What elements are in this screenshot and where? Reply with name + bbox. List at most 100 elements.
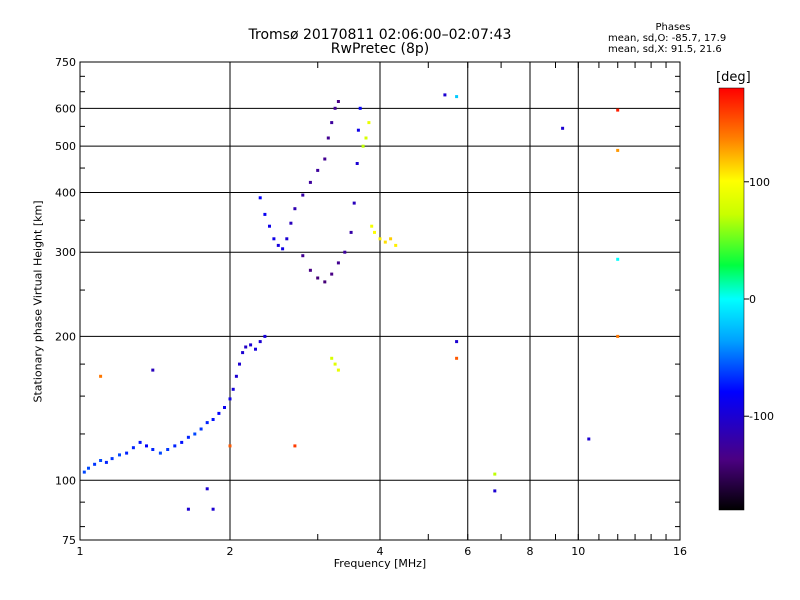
data-point <box>336 100 340 103</box>
data-point <box>455 356 459 360</box>
data-point <box>330 272 334 276</box>
y-tick-label: 400 <box>55 186 76 199</box>
data-point <box>180 440 184 444</box>
data-point <box>138 440 142 444</box>
data-point <box>254 347 257 351</box>
data-point <box>217 411 221 415</box>
data-point <box>205 487 209 491</box>
y-tick-label: 600 <box>55 102 76 115</box>
data-point <box>455 95 459 99</box>
colorbar-tick-label: 0 <box>749 293 756 306</box>
data-point <box>301 193 305 197</box>
x-tick-label: 2 <box>227 545 234 558</box>
data-point <box>561 126 565 130</box>
data-point <box>131 446 135 450</box>
data-point <box>173 444 177 448</box>
data-point <box>110 457 114 461</box>
x-tick-label: 10 <box>571 545 585 558</box>
data-point <box>370 224 374 228</box>
data-point <box>145 444 148 448</box>
data-point <box>330 121 334 125</box>
data-points <box>82 93 620 511</box>
data-point <box>258 196 262 200</box>
x-axis-label: Frequency [MHz] <box>333 557 427 570</box>
data-point <box>281 247 285 251</box>
data-point <box>99 459 103 462</box>
data-point <box>186 435 190 439</box>
data-point <box>323 157 327 161</box>
data-point <box>493 472 497 476</box>
phase-stats-x: mean, sd,X: 91.5, 21.6 <box>608 44 722 55</box>
data-point <box>249 343 253 347</box>
data-point <box>493 489 497 493</box>
data-point <box>301 254 305 258</box>
data-point <box>158 451 162 455</box>
data-point <box>616 108 620 112</box>
data-point <box>333 362 337 366</box>
data-point <box>228 444 232 448</box>
data-point <box>293 444 297 448</box>
data-point <box>285 237 289 241</box>
data-point <box>231 387 235 391</box>
ticks: 1 2 4 6 8 10 16 75 100 200 300 400 500 600 750 <box>55 56 687 558</box>
data-point <box>82 470 86 474</box>
colorbar-tick-label: -100 <box>749 410 774 423</box>
data-point <box>389 237 393 241</box>
colorbar <box>718 87 745 511</box>
data-point <box>244 345 248 349</box>
data-point <box>166 448 170 451</box>
data-point <box>394 243 398 247</box>
data-point <box>352 201 356 205</box>
data-point <box>343 250 347 254</box>
x-tick-label: 16 <box>673 545 687 558</box>
phase-stats-header: Phases <box>655 22 691 33</box>
phase-stats-o: mean, sd,O: -85.7, 17.9 <box>608 33 727 44</box>
data-point <box>93 462 97 466</box>
data-point <box>326 136 330 140</box>
data-point <box>323 280 327 284</box>
data-point <box>228 397 232 401</box>
data-point <box>616 257 620 261</box>
data-point <box>293 207 297 211</box>
data-point <box>616 148 620 152</box>
colorbar-label: [deg] <box>716 70 751 85</box>
data-point <box>258 340 262 344</box>
data-point <box>241 351 245 355</box>
data-point <box>336 261 340 265</box>
data-point <box>367 121 371 125</box>
data-point <box>289 221 293 225</box>
data-point <box>356 128 360 132</box>
data-point <box>358 106 362 110</box>
data-point <box>151 448 155 451</box>
data-point <box>234 374 238 378</box>
data-point <box>99 374 103 378</box>
data-point <box>587 437 591 441</box>
data-point <box>455 340 459 344</box>
data-point <box>364 136 368 140</box>
data-point <box>276 243 280 247</box>
data-point <box>383 240 387 244</box>
data-point <box>118 453 121 457</box>
data-point <box>272 237 276 241</box>
data-point <box>104 460 108 464</box>
x-tick-label: 8 <box>527 545 534 558</box>
data-point <box>87 466 90 470</box>
data-point <box>263 212 267 216</box>
data-point <box>333 106 337 110</box>
y-tick-label: 75 <box>62 534 76 547</box>
data-point <box>443 93 447 97</box>
data-point <box>223 406 226 409</box>
data-point <box>330 356 334 360</box>
x-tick-label: 6 <box>464 545 471 558</box>
data-point <box>373 230 376 234</box>
data-point <box>316 276 320 280</box>
y-axis-label: Stationary phase Virtual Height [km] <box>31 200 45 403</box>
y-tick-label: 100 <box>55 474 76 487</box>
data-point <box>616 334 620 338</box>
y-tick-label: 200 <box>55 330 76 343</box>
data-point <box>361 144 365 148</box>
y-tick-label: 500 <box>55 140 76 153</box>
data-point <box>336 368 340 372</box>
data-point <box>211 507 215 511</box>
